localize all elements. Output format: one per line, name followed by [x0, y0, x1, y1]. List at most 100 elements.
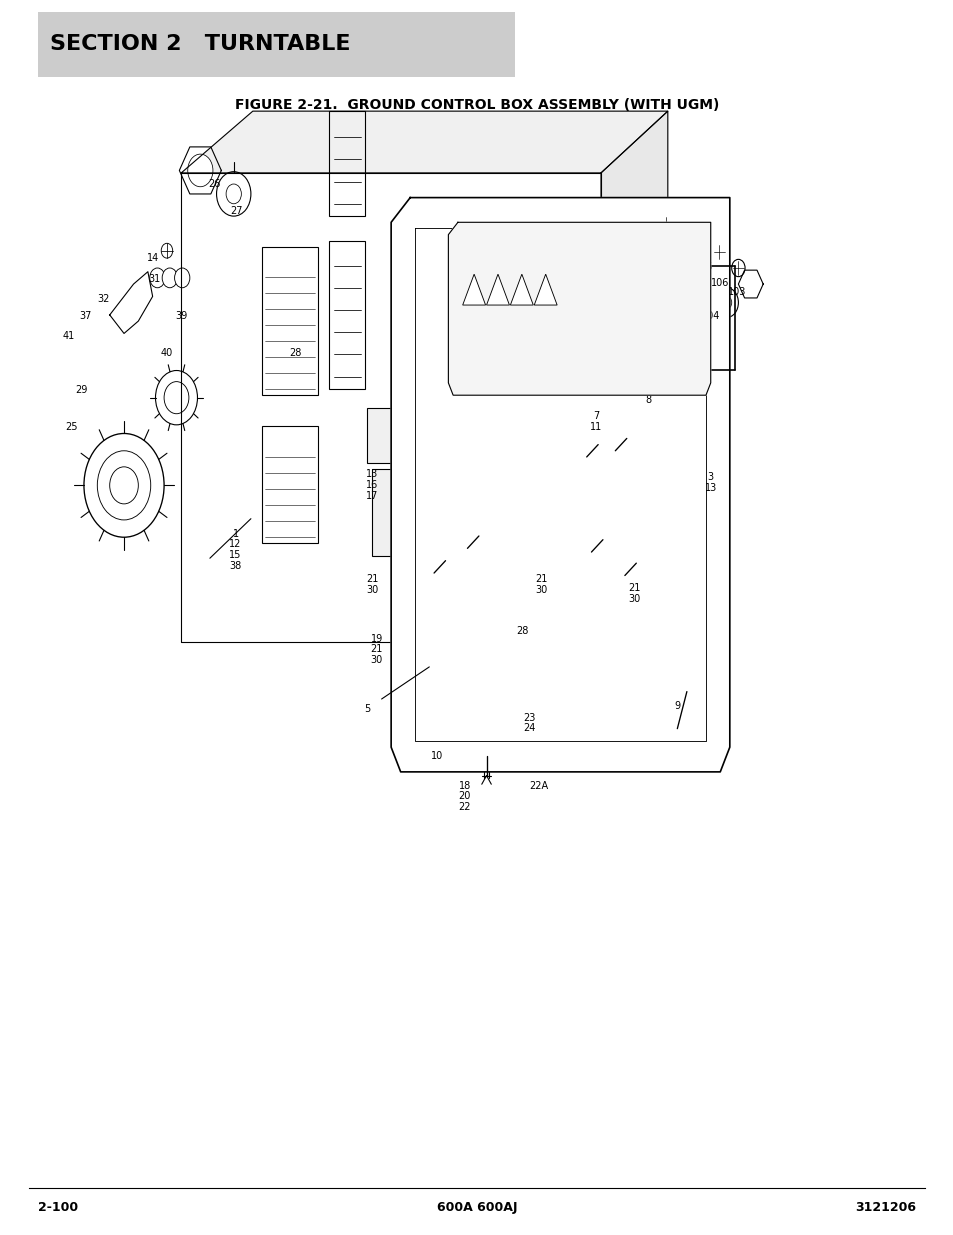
Circle shape: [84, 433, 164, 537]
Bar: [367, 408, 429, 463]
Bar: [431, 358, 442, 383]
Circle shape: [150, 268, 165, 288]
Bar: [398, 358, 410, 383]
Text: SECTION 2   TURNTABLE: SECTION 2 TURNTABLE: [50, 35, 350, 54]
Circle shape: [188, 154, 213, 186]
Text: 28: 28: [290, 348, 301, 358]
Bar: [447, 358, 458, 383]
Circle shape: [216, 172, 251, 216]
Circle shape: [475, 714, 497, 743]
Circle shape: [97, 451, 151, 520]
Circle shape: [677, 679, 696, 704]
Bar: [424, 710, 462, 747]
Text: FIGURE 2-21.  GROUND CONTROL BOX ASSEMBLY (WITH UGM): FIGURE 2-21. GROUND CONTROL BOX ASSEMBLY…: [234, 98, 719, 112]
Bar: [410, 469, 431, 506]
Bar: [641, 321, 662, 348]
Circle shape: [110, 467, 138, 504]
Polygon shape: [486, 274, 509, 305]
Bar: [570, 321, 591, 348]
Text: 1
4
14
31
32: 1 4 14 31 32: [523, 259, 535, 312]
Text: 39: 39: [175, 311, 187, 321]
Bar: [429, 469, 450, 506]
Text: 104: 104: [700, 311, 720, 321]
Polygon shape: [181, 111, 667, 173]
Bar: [618, 321, 639, 348]
Text: 40: 40: [161, 348, 172, 358]
Text: 105: 105: [694, 262, 713, 272]
Circle shape: [606, 440, 623, 462]
Bar: [372, 469, 476, 556]
Bar: [329, 111, 365, 216]
Text: 2-100: 2-100: [38, 1202, 78, 1214]
Circle shape: [578, 446, 595, 468]
Bar: [329, 241, 365, 389]
Text: 37: 37: [80, 311, 91, 321]
Text: 10: 10: [431, 751, 442, 761]
Circle shape: [161, 243, 172, 258]
Polygon shape: [391, 198, 729, 772]
Circle shape: [155, 370, 197, 425]
Text: 106: 106: [710, 278, 729, 288]
Circle shape: [465, 701, 507, 756]
Circle shape: [712, 243, 725, 261]
Circle shape: [682, 290, 698, 310]
Text: 600A 600AJ: 600A 600AJ: [436, 1202, 517, 1214]
Circle shape: [226, 184, 241, 204]
Text: 18
20
22: 18 20 22: [457, 781, 471, 813]
Circle shape: [721, 296, 731, 309]
Text: 3121206: 3121206: [854, 1202, 915, 1214]
Circle shape: [731, 259, 744, 277]
Bar: [598, 253, 616, 284]
Text: 103: 103: [727, 287, 746, 296]
Text: 21
30: 21 30: [536, 574, 547, 595]
Bar: [463, 358, 475, 383]
Circle shape: [458, 537, 476, 559]
Circle shape: [174, 268, 190, 288]
Text: 107: 107: [570, 361, 589, 370]
Text: 21
30: 21 30: [366, 574, 377, 595]
Polygon shape: [462, 274, 485, 305]
Bar: [391, 469, 412, 506]
Circle shape: [715, 288, 738, 317]
Bar: [262, 426, 317, 543]
Circle shape: [492, 610, 534, 664]
Text: 109: 109: [675, 333, 694, 343]
Bar: [658, 278, 700, 352]
Bar: [262, 247, 317, 395]
Bar: [594, 321, 615, 348]
Bar: [391, 315, 486, 395]
Text: 106: 106: [679, 247, 698, 257]
Text: 101
102: 101 102: [608, 225, 627, 246]
Bar: [410, 513, 431, 550]
Bar: [565, 580, 618, 630]
Text: 19
21
30: 19 21 30: [371, 634, 382, 666]
Text: 21
30: 21 30: [628, 583, 639, 604]
FancyBboxPatch shape: [38, 12, 515, 77]
Circle shape: [616, 564, 633, 587]
Text: 26: 26: [209, 179, 220, 189]
Text: 27: 27: [230, 206, 243, 216]
Text: 28: 28: [517, 626, 528, 636]
Text: 13
16
17: 13 16 17: [366, 469, 377, 501]
Text: 25: 25: [65, 422, 78, 432]
Circle shape: [659, 216, 672, 233]
Bar: [372, 469, 393, 506]
Polygon shape: [534, 274, 557, 305]
Text: 14: 14: [147, 253, 158, 263]
Circle shape: [582, 541, 599, 563]
Circle shape: [162, 268, 177, 288]
Text: 23
24: 23 24: [523, 713, 535, 734]
Text: 31: 31: [149, 274, 160, 284]
Text: 105: 105: [653, 237, 672, 247]
Text: 32: 32: [97, 294, 109, 304]
Circle shape: [477, 332, 495, 354]
Text: 9: 9: [674, 701, 679, 711]
Circle shape: [164, 382, 189, 414]
Bar: [429, 513, 450, 550]
Text: 108: 108: [598, 272, 618, 282]
Text: 29: 29: [75, 385, 87, 395]
Text: 3
13: 3 13: [704, 472, 716, 493]
Text: 5: 5: [364, 704, 370, 714]
Circle shape: [503, 625, 522, 650]
Text: 8: 8: [645, 395, 651, 405]
